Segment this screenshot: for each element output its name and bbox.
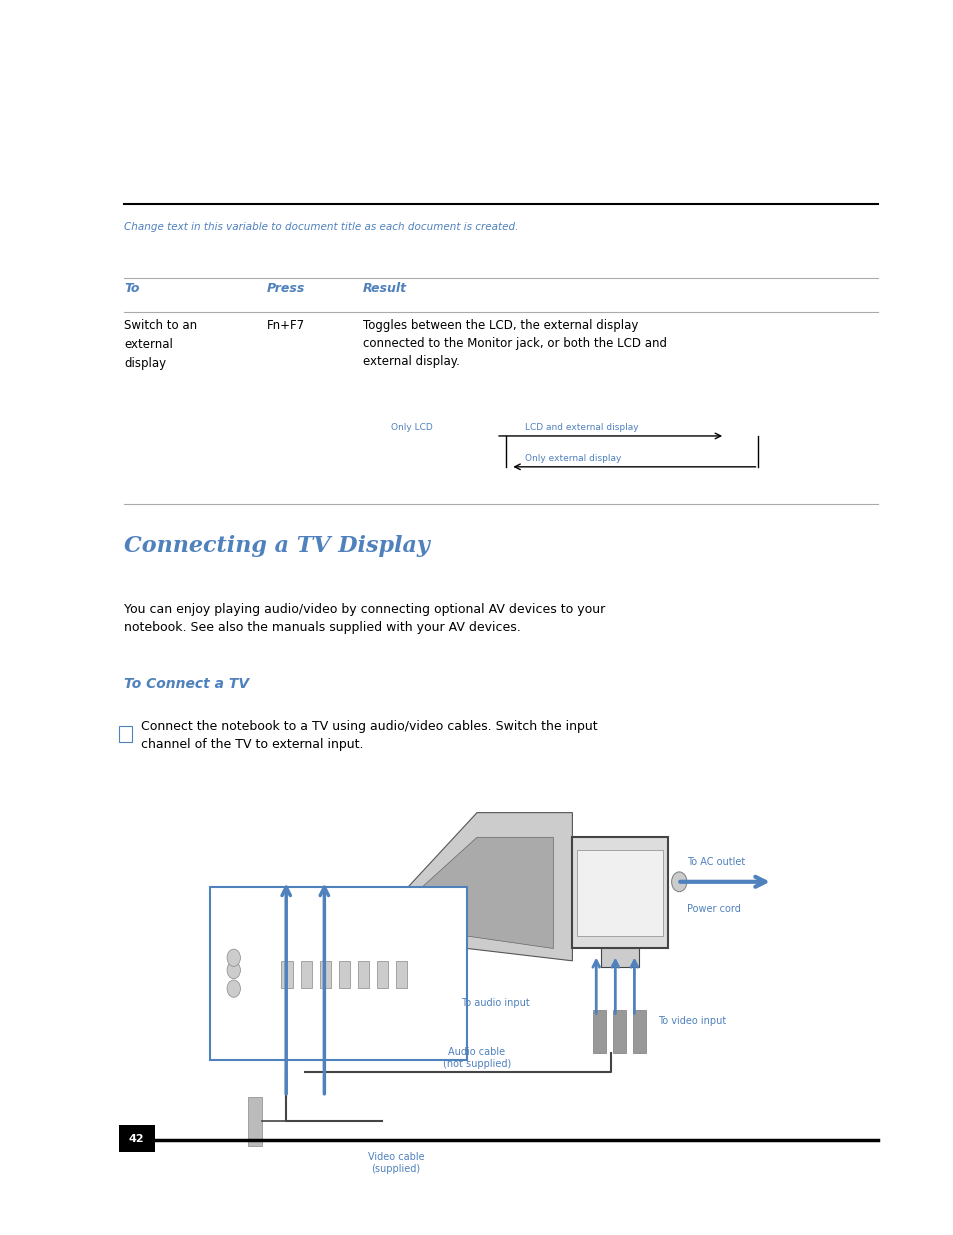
Text: Result: Result	[362, 282, 406, 295]
Circle shape	[227, 981, 240, 998]
Bar	[593, 1010, 605, 1053]
Text: LCD and external display: LCD and external display	[524, 424, 638, 432]
Text: Audio cable
(not supplied): Audio cable (not supplied)	[442, 1047, 511, 1068]
Bar	[319, 961, 331, 988]
Text: Switch to an
external
display: Switch to an external display	[124, 319, 197, 369]
Bar	[119, 1125, 154, 1152]
Polygon shape	[381, 837, 553, 948]
Bar	[376, 961, 388, 988]
Bar	[248, 1097, 262, 1146]
Text: Connecting a TV Display: Connecting a TV Display	[124, 535, 429, 557]
Circle shape	[227, 962, 240, 979]
Bar	[119, 726, 132, 742]
Text: To audio input: To audio input	[460, 998, 529, 1008]
Text: Toggles between the LCD, the external display
connected to the Monitor jack, or : Toggles between the LCD, the external di…	[362, 319, 666, 368]
Bar	[633, 1010, 645, 1053]
Text: Only LCD: Only LCD	[391, 424, 433, 432]
Bar	[357, 961, 369, 988]
Text: Press: Press	[267, 282, 305, 295]
Circle shape	[227, 950, 240, 967]
Bar	[572, 837, 667, 948]
Polygon shape	[362, 813, 572, 961]
Text: To: To	[124, 282, 139, 295]
Text: To AC outlet: To AC outlet	[686, 857, 744, 867]
Bar	[210, 887, 467, 1060]
Bar	[281, 961, 293, 988]
Text: Only external display: Only external display	[524, 454, 620, 463]
Text: To video input: To video input	[658, 1016, 726, 1026]
Text: Fn+F7: Fn+F7	[267, 319, 305, 332]
Text: Connect the notebook to a TV using audio/video cables. Switch the input
channel : Connect the notebook to a TV using audio…	[141, 720, 598, 751]
Text: Power cord: Power cord	[686, 904, 740, 914]
Text: To Connect a TV: To Connect a TV	[124, 677, 249, 690]
Bar	[600, 948, 639, 967]
Text: You can enjoy playing audio/video by connecting optional AV devices to your
note: You can enjoy playing audio/video by con…	[124, 603, 604, 634]
Bar	[395, 961, 407, 988]
Text: Change text in this variable to document title as each document is created.: Change text in this variable to document…	[124, 222, 517, 232]
Text: 42: 42	[129, 1134, 144, 1144]
Text: Video cable
(supplied): Video cable (supplied)	[367, 1152, 424, 1173]
Bar	[577, 850, 662, 936]
Circle shape	[671, 872, 686, 892]
Bar	[300, 961, 312, 988]
Bar	[613, 1010, 625, 1053]
Bar	[338, 961, 350, 988]
